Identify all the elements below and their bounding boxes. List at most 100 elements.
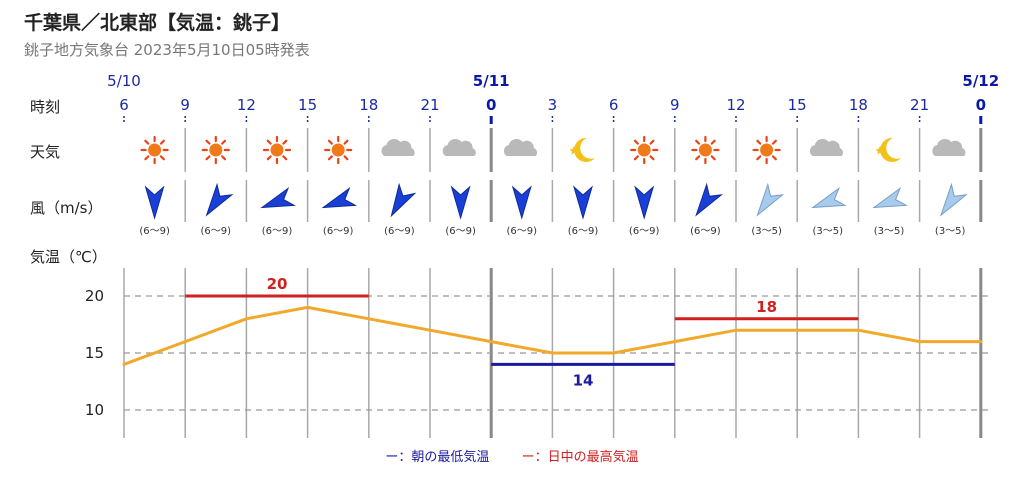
- sun-ray: [756, 155, 762, 161]
- wind-arrow-icon: [321, 186, 358, 209]
- sun-ray: [771, 155, 777, 161]
- wind-arrow-shape: [872, 186, 908, 209]
- y-tick-label: 15: [85, 344, 104, 362]
- sun-ray: [282, 139, 288, 145]
- legend-max-temp: ー：日中の最高気温: [521, 450, 639, 465]
- hour-tick-label: 18: [849, 96, 868, 114]
- y-axis-ticks: 10 15 20: [85, 287, 104, 419]
- wind-arrow-shape: [573, 185, 593, 220]
- date-label: 5/11: [473, 72, 510, 90]
- wind-arrow-shape: [260, 186, 296, 209]
- sun-disc: [270, 143, 284, 157]
- wind-speed-label: (6〜9): [262, 226, 293, 237]
- sun-icon: [201, 135, 230, 165]
- temperature-point: [489, 340, 493, 344]
- legend-min-temp: ー：朝の最低気温: [385, 450, 490, 465]
- wind-arrows: (6〜9) (6〜9) (6〜9) (6〜9) (6〜9) (6〜9) (6〜9) (6〜9)…: [139, 182, 968, 237]
- max-temp-label: 20: [267, 275, 288, 293]
- hour-tick-label: 6: [119, 96, 129, 114]
- cloud-icon: [442, 138, 476, 156]
- sun-ray: [756, 139, 762, 145]
- date-label: 5/10: [107, 72, 141, 90]
- wind-arrow-icon: [756, 182, 785, 217]
- sun-ray: [221, 155, 227, 161]
- sun-disc: [148, 143, 162, 157]
- hour-tick-label: 15: [788, 96, 807, 114]
- sun-icon: [140, 135, 169, 165]
- temperature-point: [428, 328, 432, 332]
- sun-icon: [262, 135, 292, 165]
- sun-disc: [331, 143, 345, 157]
- sun-ray: [221, 139, 227, 145]
- temperature-point: [795, 328, 799, 332]
- moon-star: [569, 146, 579, 155]
- wind-arrow-icon: [634, 185, 655, 220]
- hi-lo-bars: 20 18 14: [185, 275, 859, 389]
- wind-row-label: 風（m/s）: [30, 199, 102, 217]
- sun-icon: [630, 135, 659, 165]
- sun-disc: [637, 143, 651, 157]
- sun-ray: [695, 155, 701, 161]
- hour-tick-label: 18: [359, 96, 378, 114]
- wind-speed-label: (6〜9): [384, 226, 415, 237]
- wind-arrow-icon: [450, 185, 471, 220]
- cloud-shape: [503, 138, 538, 156]
- sun-ray: [327, 139, 333, 145]
- max-temp-label: 18: [756, 298, 777, 316]
- hour-tick-label: 3: [548, 96, 558, 114]
- sun-icon: [691, 135, 720, 165]
- wind-arrow-icon: [872, 186, 908, 209]
- wind-arrow-icon: [144, 185, 165, 220]
- sun-disc: [760, 143, 774, 157]
- hour-tick-label: 21: [910, 96, 929, 114]
- sun-icon: [752, 135, 781, 165]
- hour-tick-label: 0: [486, 96, 496, 114]
- legend: ー：朝の最低気温 ー：日中の最高気温: [0, 446, 1024, 465]
- wind-arrow-icon: [573, 185, 593, 220]
- wind-speed-label: (6〜9): [323, 226, 354, 237]
- hour-tick-label: 12: [237, 96, 256, 114]
- weather-row-label: 天気: [30, 143, 60, 161]
- wind-arrow-shape: [390, 182, 417, 218]
- sun-ray: [205, 155, 211, 161]
- wind-speed-label: (6〜9): [690, 226, 721, 237]
- min-temp-label: 14: [573, 371, 594, 389]
- temperature-point: [856, 328, 860, 332]
- wind-arrow-icon: [260, 186, 296, 209]
- sun-ray: [159, 139, 165, 145]
- cloud-icon: [503, 138, 538, 156]
- wind-arrow-icon: [390, 182, 417, 218]
- temperature-point: [306, 305, 310, 309]
- wind-arrow-icon: [939, 182, 968, 217]
- moon-shape: [574, 137, 595, 162]
- wind-arrow-shape: [634, 185, 655, 220]
- wind-speed-label: (3〜5): [813, 226, 844, 237]
- temperature-point: [673, 340, 677, 344]
- moon-star: [875, 146, 885, 155]
- moon-icon: [875, 137, 901, 162]
- wind-speed-label: (6〜9): [507, 226, 538, 237]
- wind-arrow-shape: [511, 185, 532, 220]
- cloud-shape: [932, 138, 966, 156]
- wind-arrow-shape: [695, 182, 724, 217]
- hour-tick-label: 6: [609, 96, 619, 114]
- wind-speed-label: (6〜9): [445, 226, 476, 237]
- time-row-label: 時刻: [30, 98, 60, 116]
- hour-tick-label: 12: [726, 96, 745, 114]
- wind-arrow-icon: [511, 185, 532, 220]
- temperature-line: [122, 305, 983, 366]
- wind-speed-label: (3〜5): [751, 226, 782, 237]
- wind-speed-label: (3〜5): [874, 226, 905, 237]
- cloud-shape: [442, 138, 476, 156]
- sun-ray: [649, 139, 655, 145]
- sun-ray: [710, 155, 716, 161]
- wind-speed-label: (6〜9): [629, 226, 660, 237]
- sun-ray: [710, 139, 716, 145]
- cloud-icon: [381, 138, 415, 156]
- hour-tick-label: 9: [180, 96, 190, 114]
- wind-arrow-shape: [144, 185, 165, 220]
- temperature-point: [367, 317, 371, 321]
- wind-arrow-shape: [939, 182, 968, 217]
- temperature-point: [183, 340, 187, 344]
